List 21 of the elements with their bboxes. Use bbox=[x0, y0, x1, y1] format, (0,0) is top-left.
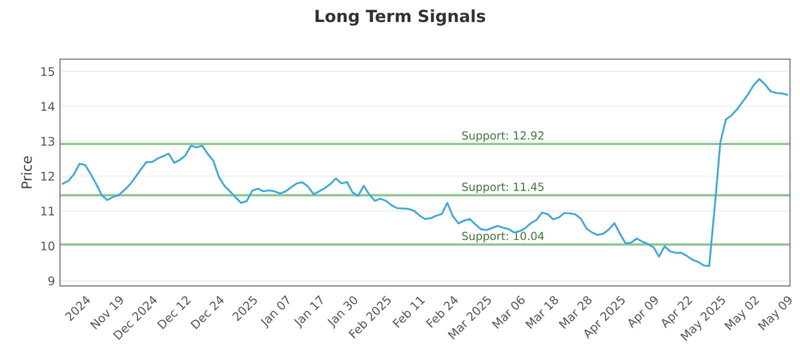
line-series bbox=[62, 78, 788, 267]
y-tick-label: 9 bbox=[48, 276, 54, 286]
x-tick-label: Apr 09 bbox=[626, 295, 661, 330]
y-tick-label: 10 bbox=[41, 242, 54, 250]
x-tick-label: Jan 07 bbox=[259, 295, 293, 329]
y-tick-label: 12 bbox=[41, 172, 54, 181]
y-tick-label: 11 bbox=[41, 206, 54, 216]
y-tick-label: 15 bbox=[41, 67, 54, 76]
y-tick-label: 14 bbox=[41, 102, 54, 111]
ref-line-label: Support: 11.45 bbox=[462, 182, 544, 194]
y-tick-label: 13 bbox=[41, 136, 54, 146]
x-tick-label: Dec 12 bbox=[156, 295, 192, 330]
chart-title: Long Term Signals bbox=[316, 9, 486, 26]
x-tick-label: Mar 18 bbox=[525, 295, 560, 329]
y-axis-title: Price bbox=[21, 156, 32, 188]
x-tick-label: Feb 11 bbox=[392, 295, 426, 328]
x-tick-label: Mar 06 bbox=[492, 294, 526, 329]
ref-line-label: Support: 12.92 bbox=[462, 131, 544, 142]
x-tick-label: Jan 17 bbox=[292, 295, 326, 329]
ref-line-label: Support: 10.04 bbox=[462, 232, 544, 242]
x-tick-label: Dec 24 bbox=[190, 294, 225, 330]
